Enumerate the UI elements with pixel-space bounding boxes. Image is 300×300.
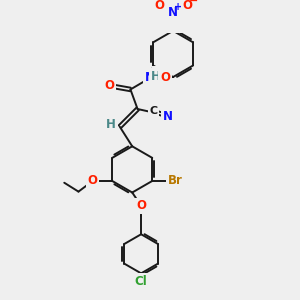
Text: N: N: [168, 6, 178, 19]
Text: H: H: [106, 118, 116, 131]
Text: H: H: [154, 68, 164, 81]
Text: N: N: [145, 71, 155, 84]
Text: O: O: [160, 70, 170, 83]
Text: C: C: [149, 106, 158, 116]
Text: Br: Br: [168, 175, 183, 188]
Text: O: O: [154, 0, 164, 12]
Text: O: O: [136, 199, 146, 212]
Text: O: O: [104, 79, 114, 92]
Text: +: +: [174, 2, 182, 12]
Text: N: N: [163, 110, 173, 124]
Text: O: O: [88, 175, 98, 188]
Text: O: O: [182, 0, 192, 12]
Text: −: −: [189, 0, 198, 6]
Text: H: H: [150, 70, 160, 83]
Text: Cl: Cl: [135, 275, 148, 288]
